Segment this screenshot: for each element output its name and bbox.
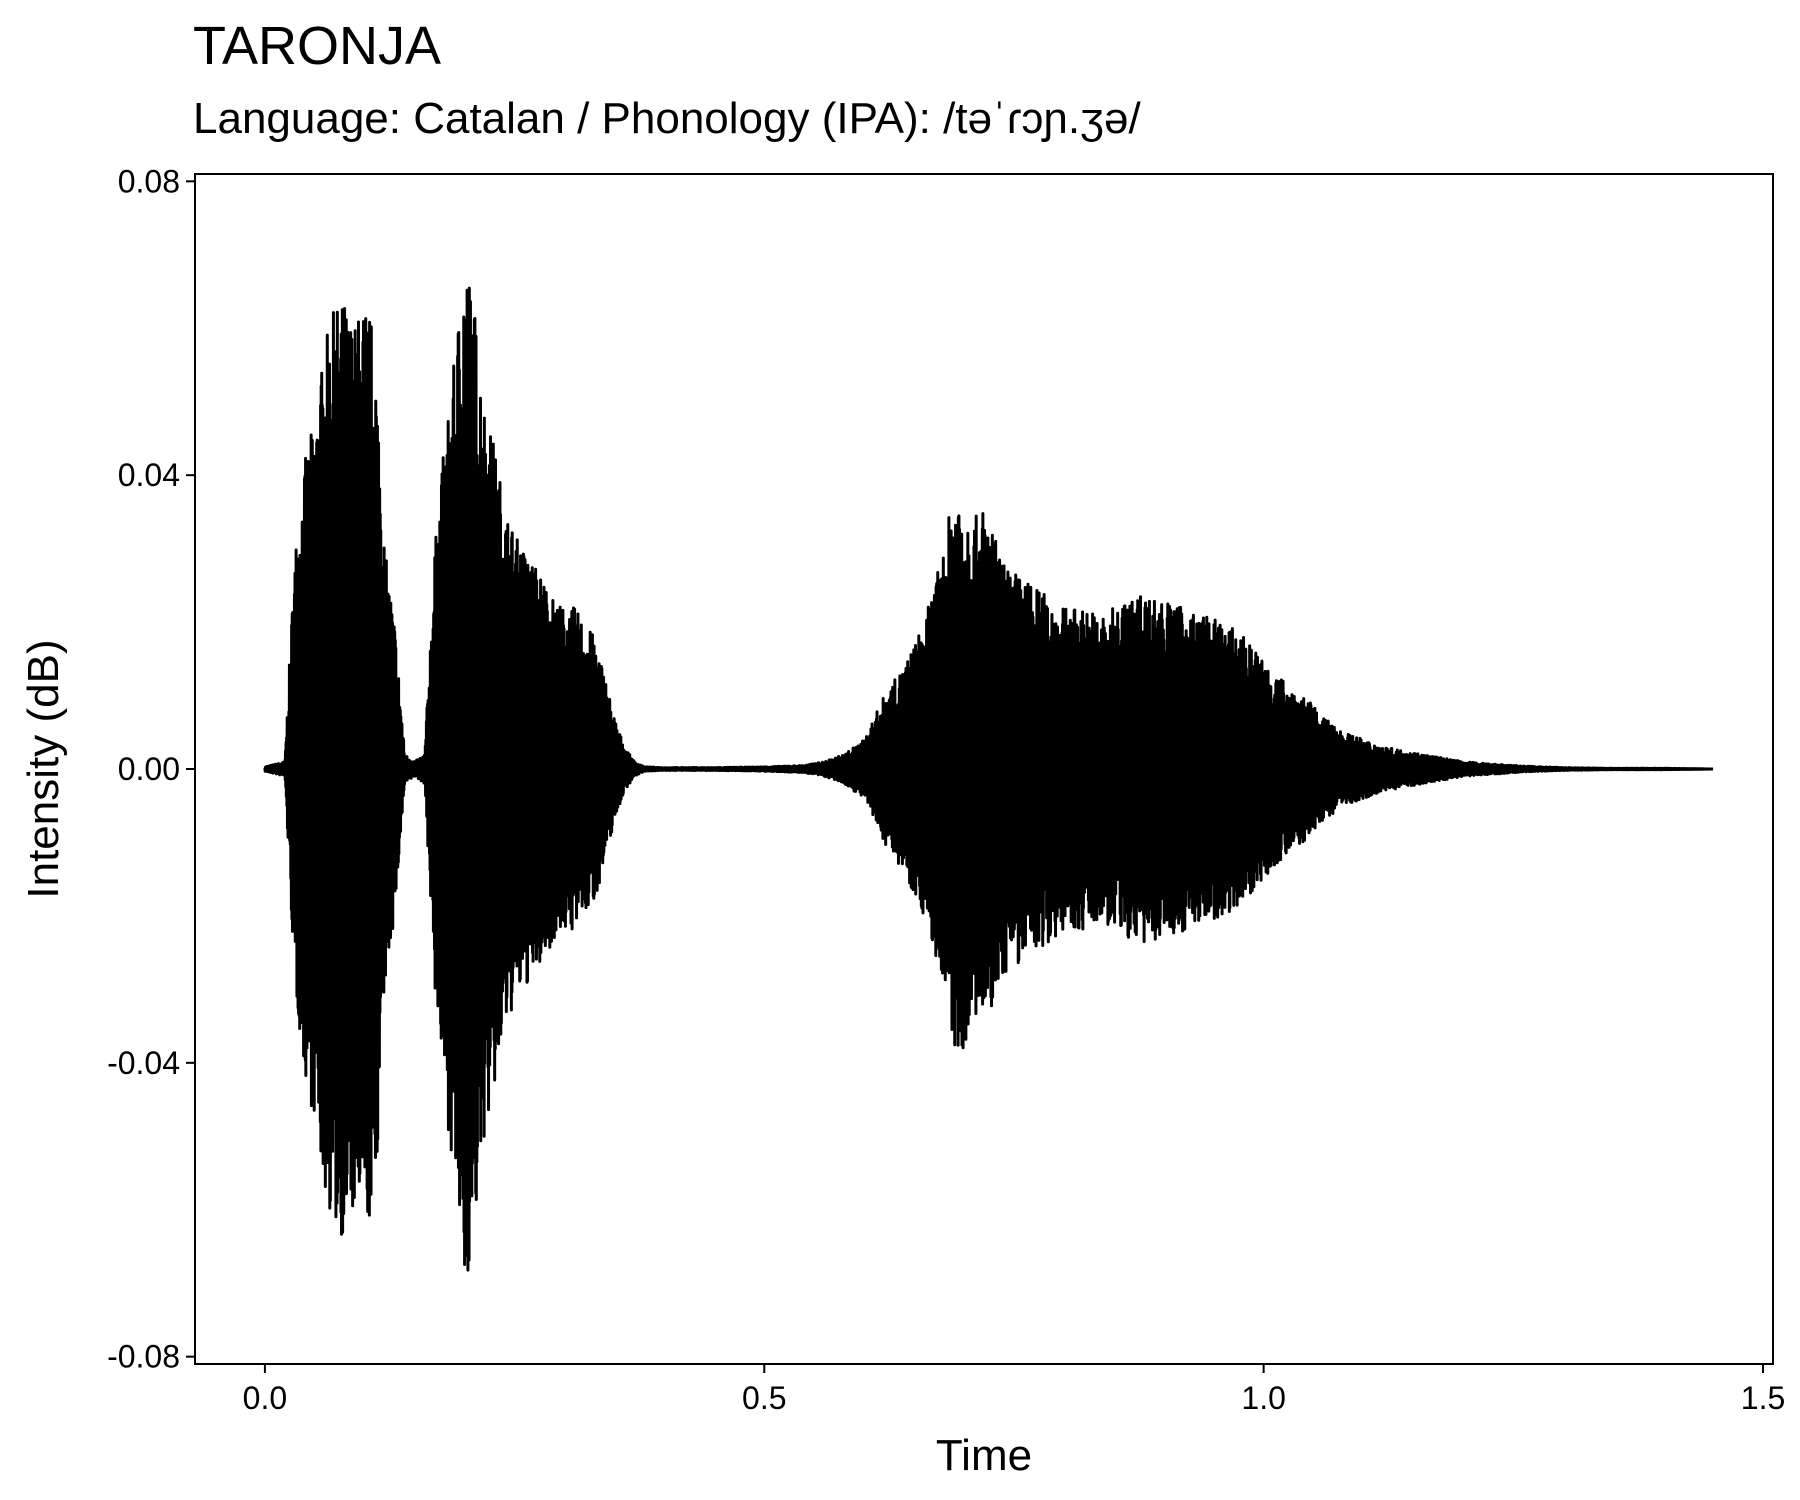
- waveform-line: [263, 286, 1715, 1272]
- chart-title: TARONJA: [193, 16, 442, 76]
- y-tick-label: -0.04: [107, 1045, 180, 1081]
- chart-subtitle: Language: Catalan / Phonology (IPA): /tə…: [193, 94, 1141, 143]
- y-tick-label: 0.08: [118, 163, 180, 199]
- x-axis-ticks: 0.0 0.5 1.0 1.5: [243, 1364, 1785, 1416]
- y-axis-ticks: 0.08 0.04 0.00 -0.04 -0.08: [107, 163, 195, 1375]
- x-tick-label: 0.0: [243, 1380, 287, 1416]
- waveform-series: [263, 286, 1715, 1272]
- x-tick-label: 0.5: [742, 1380, 786, 1416]
- x-axis-title: Time: [936, 1431, 1032, 1480]
- y-tick-label: -0.08: [107, 1339, 180, 1375]
- y-tick-label: 0.00: [118, 751, 180, 787]
- y-tick-label: 0.04: [118, 457, 180, 493]
- y-axis-title: Intensity (dB): [19, 639, 68, 898]
- x-tick-label: 1.0: [1241, 1380, 1285, 1416]
- x-tick-label: 1.5: [1741, 1380, 1785, 1416]
